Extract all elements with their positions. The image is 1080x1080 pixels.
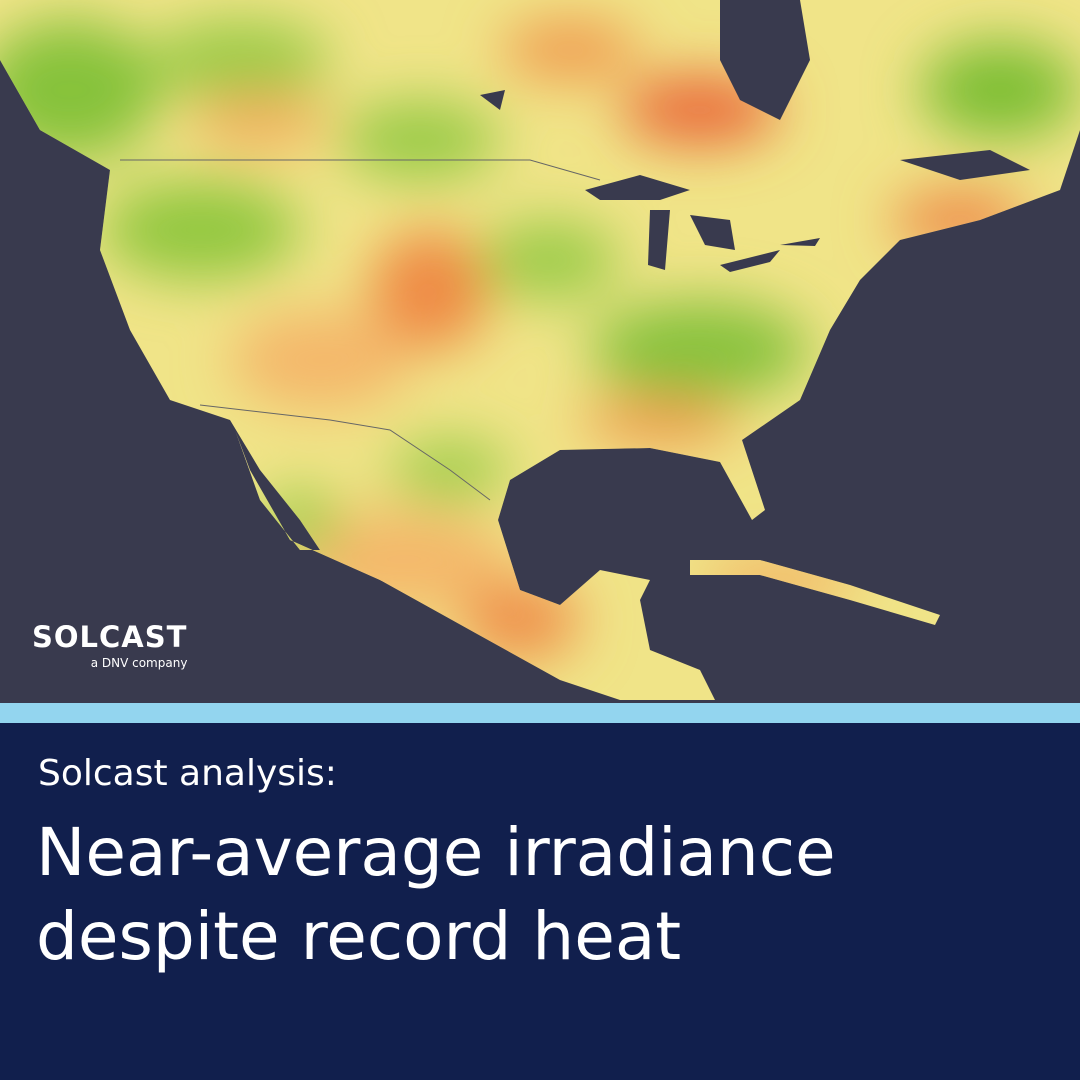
logo-name: SOLCAST bbox=[32, 620, 188, 654]
headline: Near-average irradiance despite record h… bbox=[36, 811, 836, 979]
lakes bbox=[480, 0, 1030, 272]
accent-band bbox=[0, 703, 1080, 723]
headline-line: Near-average irradiance bbox=[36, 814, 836, 891]
logo-tagline: a DNV company bbox=[90, 656, 188, 670]
logo: SOLCAST a DNV company bbox=[32, 620, 187, 670]
caption-panel: Solcast analysis: Near-average irradianc… bbox=[0, 723, 1080, 1080]
kicker: Solcast analysis: bbox=[38, 753, 337, 794]
headline-line: despite record heat bbox=[36, 898, 682, 975]
irradiance-map bbox=[0, 0, 1080, 703]
borders bbox=[120, 159, 601, 501]
